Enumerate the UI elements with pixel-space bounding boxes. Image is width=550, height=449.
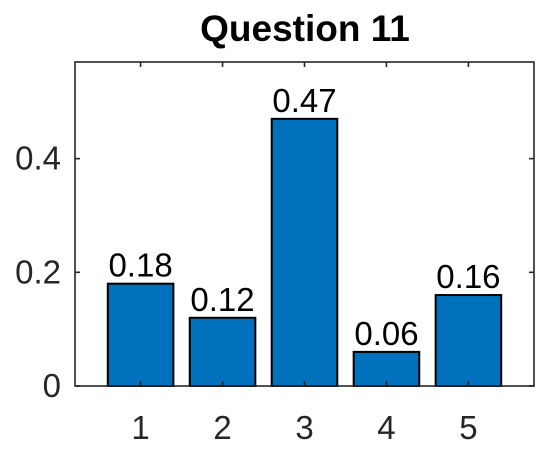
plot-area: 0.18 0.12 0.47 0.06 0.16 0 0.2 0.4 1 2 3 4 5	[15, 61, 535, 446]
data-label: 0.47	[272, 82, 336, 119]
bar-4	[352, 350, 421, 388]
bar-1	[106, 282, 175, 387]
y-tick-label: 0	[43, 367, 61, 404]
bar-2	[188, 316, 257, 387]
chart-title: Question 11	[200, 8, 410, 49]
x-tick-label: 4	[377, 409, 395, 446]
data-label: 0.06	[354, 315, 418, 352]
bar-3	[270, 117, 339, 387]
data-label: 0.16	[436, 258, 500, 295]
y-tick-label: 0.2	[15, 253, 61, 290]
x-tick-label: 3	[295, 409, 313, 446]
x-tick-label: 2	[213, 409, 231, 446]
y-tick-label: 0.4	[15, 140, 61, 177]
data-label: 0.18	[108, 247, 172, 284]
x-tick-label: 5	[459, 409, 477, 446]
x-tick-label: 1	[131, 409, 149, 446]
bar-5	[434, 294, 503, 388]
data-label: 0.12	[190, 281, 254, 318]
